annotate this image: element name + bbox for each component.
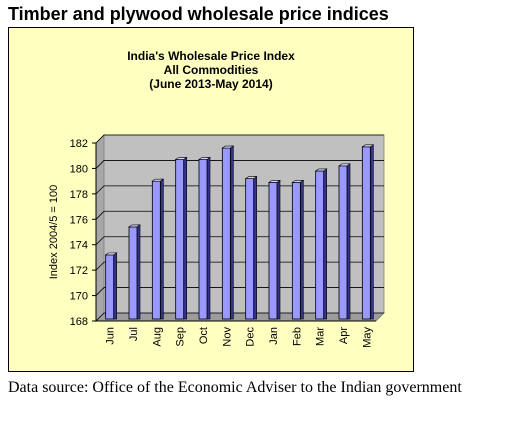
x-tick-label: Jul	[128, 327, 140, 341]
y-tick-label: 182	[70, 138, 88, 150]
x-tick-label: Apr	[338, 327, 350, 344]
y-tick-label: 178	[70, 189, 88, 201]
y-tick-label: 180	[70, 163, 88, 175]
bar	[268, 180, 281, 320]
gridline	[95, 134, 384, 144]
plot-side-wall	[95, 134, 105, 322]
x-tick-label: Nov	[221, 327, 233, 347]
x-tick-label: Sep	[175, 327, 187, 347]
bar	[174, 157, 188, 320]
gridline	[95, 185, 384, 195]
bar	[291, 180, 305, 320]
y-tick-label: 168	[70, 316, 88, 328]
bar	[338, 163, 351, 320]
x-tick-label: Feb	[291, 327, 303, 346]
bar	[314, 168, 328, 320]
y-axis-label: Index 2004/5 = 100	[48, 185, 60, 280]
bar	[361, 144, 375, 320]
gridline	[95, 287, 384, 296]
x-tick-label: Dec	[245, 327, 257, 347]
gridline	[95, 236, 384, 245]
bar	[151, 178, 165, 320]
y-tick-label: 172	[70, 265, 88, 277]
bar	[198, 157, 211, 320]
x-tick-label: Aug	[151, 327, 163, 347]
bar	[104, 252, 118, 320]
page-title: Timber and plywood wholesale price indic…	[8, 4, 389, 24]
data-source-note: Data source: Office of the Economic Advi…	[8, 379, 462, 396]
gridline	[95, 261, 384, 271]
bar-chart: 168 170 172 174 176 178 180 182 Jun Jul Aug Sep Oct N…	[48, 134, 385, 348]
x-tick-label: May	[361, 327, 373, 348]
gridline	[95, 160, 384, 169]
bar	[221, 145, 235, 320]
chart-frame: India's Wholesale Price Index All Commod…	[8, 27, 414, 372]
bar	[244, 176, 258, 320]
x-tick-label: Mar	[315, 327, 327, 346]
x-tick-label: Oct	[198, 327, 210, 344]
chart-title-line-1: India's Wholesale Price Index	[127, 49, 295, 63]
x-tick-label: Jan	[268, 327, 280, 345]
y-tick-label: 176	[70, 214, 88, 226]
gridline	[95, 210, 384, 220]
y-tick-label: 170	[70, 291, 88, 303]
bar	[128, 224, 141, 320]
gridline	[95, 312, 384, 322]
y-tick-label: 174	[70, 240, 88, 252]
x-tick-label: Jun	[105, 327, 117, 345]
chart-title-line-3: (June 2013-May 2014)	[149, 77, 273, 91]
chart-title-line-2: All Commodities	[163, 63, 259, 77]
